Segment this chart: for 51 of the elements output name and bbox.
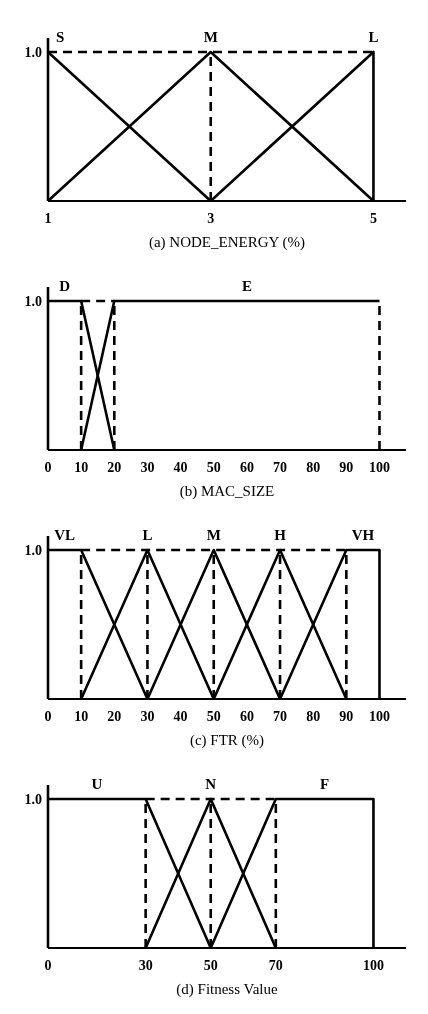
x-tick-label: 90 — [339, 460, 354, 475]
x-tick-label: 30 — [140, 709, 155, 724]
x-tick-label: 100 — [368, 460, 390, 475]
x-tick-label: 1 — [44, 211, 52, 226]
x-tick-label: 0 — [44, 958, 52, 973]
series-label: D — [59, 278, 71, 294]
series-label: M — [206, 527, 221, 543]
x-tick-label: 30 — [140, 460, 155, 475]
series-label: VL — [54, 527, 75, 543]
text: 1.0 — [24, 45, 42, 60]
series-label: F — [320, 776, 330, 792]
series-label: H — [274, 527, 287, 543]
x-tick-label: 80 — [306, 709, 321, 724]
x-tick-label: 0 — [44, 709, 52, 724]
x-tick-label: 70 — [273, 460, 288, 475]
x-tick-label: 5 — [369, 211, 377, 226]
x-tick-label: 50 — [203, 958, 218, 973]
x-axis-title: (a) NODE_ENERGY (%) — [148, 234, 306, 251]
x-tick-label: 40 — [173, 460, 188, 475]
x-tick-label: 20 — [107, 460, 122, 475]
x-tick-label: 50 — [206, 709, 221, 724]
series-label: M — [203, 29, 218, 45]
x-tick-label: 100 — [362, 958, 384, 973]
series-label: E — [241, 278, 252, 294]
series-label: VH — [351, 527, 375, 543]
x-axis-title: (d) Fitness Value — [176, 981, 279, 998]
x-tick-label: 30 — [138, 958, 153, 973]
x-tick-label: 100 — [368, 709, 390, 724]
series-label: S — [56, 29, 65, 45]
x-axis-title: (c) FTR (%) — [189, 732, 265, 749]
series-label: L — [142, 527, 153, 543]
text: 1.0 — [24, 294, 42, 309]
x-tick-label: 70 — [273, 709, 288, 724]
text: 1.0 — [24, 543, 42, 558]
x-tick-label: 50 — [206, 460, 221, 475]
series-label: L — [368, 29, 379, 45]
x-tick-label: 10 — [74, 460, 89, 475]
x-tick-label: 60 — [239, 709, 254, 724]
x-tick-label: 60 — [239, 460, 254, 475]
x-tick-label: 70 — [268, 958, 283, 973]
series-label: U — [91, 776, 103, 792]
x-tick-label: 20 — [107, 709, 122, 724]
series-label: N — [205, 776, 217, 792]
x-tick-label: 3 — [207, 211, 215, 226]
x-axis-title: (b) MAC_SIZE — [179, 483, 275, 500]
x-tick-label: 0 — [44, 460, 52, 475]
text: 1.0 — [24, 792, 42, 807]
x-tick-label: 10 — [74, 709, 89, 724]
x-tick-label: 40 — [173, 709, 188, 724]
x-tick-label: 80 — [306, 460, 321, 475]
x-tick-label: 90 — [339, 709, 354, 724]
